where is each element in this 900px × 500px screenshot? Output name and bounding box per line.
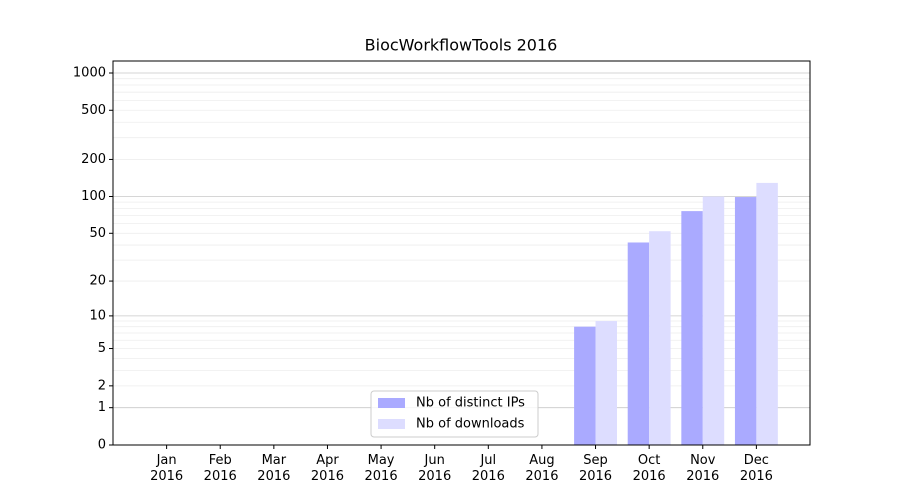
y-tick-label: 10 xyxy=(89,308,106,323)
y-tick-label: 500 xyxy=(81,103,106,118)
plot-frame xyxy=(112,60,811,446)
legend-frame xyxy=(370,390,539,438)
x-tick-label: Jul 2016 xyxy=(471,453,505,484)
x-tick-label: Aug 2016 xyxy=(525,453,559,484)
bar xyxy=(702,196,725,445)
x-tick-label: Mar 2016 xyxy=(257,453,291,484)
x-tick-label: Nov 2016 xyxy=(686,453,720,484)
y-tick-label: 100 xyxy=(81,189,106,204)
x-tick-label: May 2016 xyxy=(364,453,398,484)
x-tick-label: Feb 2016 xyxy=(203,453,237,484)
y-tick-label: 5 xyxy=(98,341,106,356)
bar xyxy=(649,231,671,445)
legend-swatch xyxy=(378,419,405,429)
x-tick-label: Apr 2016 xyxy=(310,453,344,484)
legend-label: Nb of distinct IPs xyxy=(416,396,525,411)
x-tick-label: Sep 2016 xyxy=(578,453,613,484)
x-tick-label: Jan 2016 xyxy=(150,453,184,484)
y-tick-label: 50 xyxy=(89,226,106,241)
legend-swatch xyxy=(378,398,405,408)
chart-title: BiocWorkflowTools 2016 xyxy=(365,36,558,55)
bar xyxy=(734,197,757,445)
y-tick-label: 0 xyxy=(98,438,106,453)
y-tick-label: 1000 xyxy=(73,66,106,81)
y-tick-label: 200 xyxy=(81,152,106,167)
bar xyxy=(595,321,617,445)
y-tick-label: 1 xyxy=(98,400,106,415)
bar xyxy=(574,326,596,445)
y-tick-label: 2 xyxy=(98,378,106,393)
x-tick-label: Dec 2016 xyxy=(739,453,773,484)
bar xyxy=(681,211,703,445)
bar xyxy=(627,242,650,445)
x-tick-label: Jun 2016 xyxy=(418,453,452,484)
legend-label: Nb of downloads xyxy=(416,417,525,432)
x-tick-label: Oct 2016 xyxy=(632,453,666,484)
y-tick-label: 20 xyxy=(89,274,106,289)
bar xyxy=(756,182,778,445)
